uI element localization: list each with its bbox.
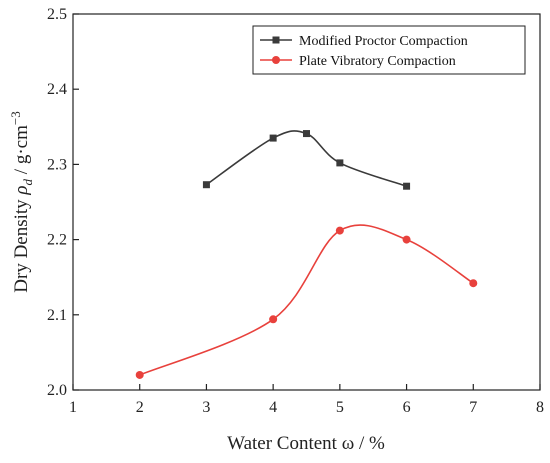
data-point-circle bbox=[402, 235, 411, 244]
x-tick-label: 1 bbox=[69, 399, 77, 416]
data-point-square bbox=[336, 159, 344, 167]
data-point-square bbox=[303, 130, 310, 138]
y-tick-label: 2.1 bbox=[47, 307, 67, 324]
data-point-circle bbox=[469, 279, 478, 288]
y-axis-ticks: 2.0 2.1 2.2 2.3 2.4 2.5 bbox=[47, 6, 79, 399]
legend-marker-circle bbox=[272, 56, 280, 64]
series-modified-proctor bbox=[202, 130, 411, 190]
x-axis-title: Water Content ω / % bbox=[227, 433, 385, 454]
x-tick-label: 2 bbox=[136, 399, 144, 416]
y-axis-title: Dry Density ρd / g·cm−3 bbox=[8, 111, 35, 292]
x-tick-label: 4 bbox=[269, 399, 277, 416]
data-point-circle bbox=[269, 315, 278, 324]
legend-label-plate-vibratory: Plate Vibratory Compaction bbox=[299, 54, 456, 69]
y-tick-label: 2.3 bbox=[47, 156, 67, 173]
x-tick-label: 6 bbox=[403, 399, 411, 416]
data-point-circle bbox=[335, 226, 344, 235]
x-tick-label: 5 bbox=[336, 399, 344, 416]
data-point-square bbox=[403, 182, 411, 190]
data-point-square bbox=[202, 181, 210, 189]
x-axis-ticks: 1 2 3 4 5 6 7 8 bbox=[69, 384, 544, 416]
legend-marker-square bbox=[272, 36, 280, 44]
x-tick-label: 7 bbox=[469, 399, 477, 416]
y-tick-label: 2.5 bbox=[47, 6, 67, 23]
series-layer bbox=[135, 130, 478, 379]
legend: Modified Proctor Compaction Plate Vibrat… bbox=[252, 25, 526, 75]
x-tick-label: 8 bbox=[536, 399, 544, 416]
y-tick-label: 2.2 bbox=[47, 232, 67, 249]
legend-box bbox=[252, 25, 526, 75]
data-point-circle bbox=[135, 370, 144, 379]
y-tick-label: 2.4 bbox=[47, 81, 67, 98]
series-plate-vibratory bbox=[135, 224, 478, 379]
y-tick-label: 2.0 bbox=[47, 382, 67, 399]
x-tick-label: 3 bbox=[202, 399, 210, 416]
legend-label-modified-proctor: Modified Proctor Compaction bbox=[299, 34, 468, 49]
series-line bbox=[139, 224, 474, 376]
data-point-square bbox=[269, 134, 277, 142]
series-line bbox=[205, 130, 407, 187]
plot-frame bbox=[72, 13, 541, 391]
